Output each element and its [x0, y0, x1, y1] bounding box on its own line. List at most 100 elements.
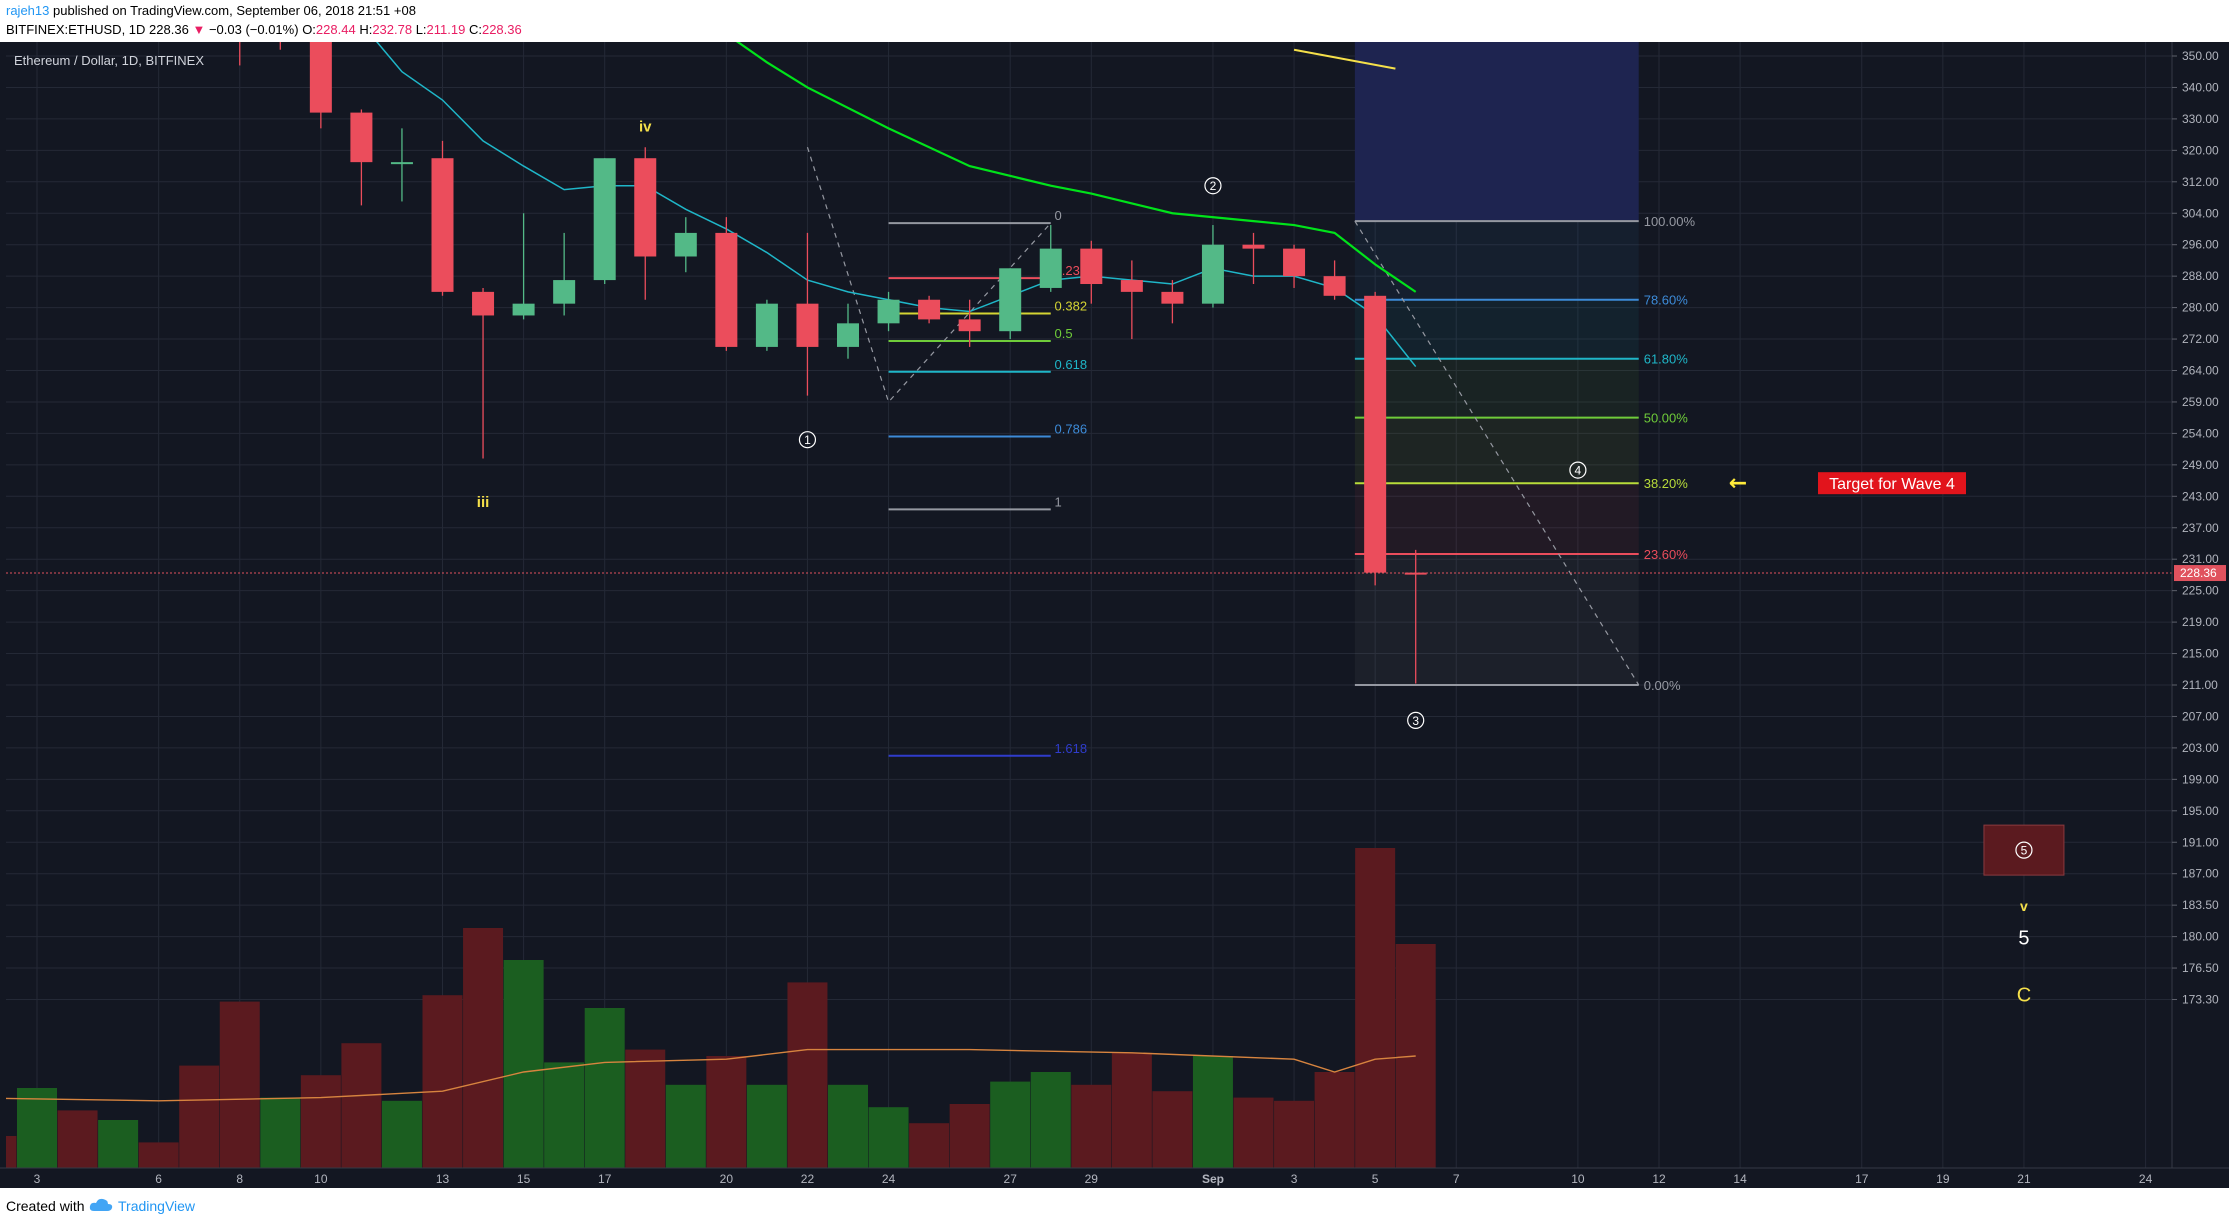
volume-bar: [1152, 1091, 1193, 1168]
volume-bar: [98, 1120, 139, 1168]
tradingview-cloud-icon[interactable]: [88, 1196, 114, 1214]
wave-label: 3: [1412, 714, 1419, 728]
volume-bar: [1233, 1097, 1274, 1168]
last-price: 228.36: [149, 22, 189, 37]
fib-level-label: 0.236: [1055, 263, 1088, 278]
symbol-name: BITFINEX:ETHUSD, 1D: [6, 22, 146, 37]
fib-right-label: 23.60%: [1644, 547, 1689, 562]
candle-body: [309, 42, 332, 113]
y-axis-label: 195.00: [2182, 804, 2219, 818]
publish-info: published on TradingView.com, September …: [53, 3, 416, 18]
wave-label-circle: [1407, 711, 1425, 729]
candle-body: [715, 232, 738, 347]
y-axis-label: 191.00: [2182, 835, 2219, 849]
ohlc-open-label: O:: [302, 22, 316, 37]
candle-body: [1120, 280, 1143, 292]
y-axis-label: 312.00: [2182, 175, 2219, 189]
target-label: Target for Wave 4: [1829, 476, 1955, 493]
volume-bar: [138, 1142, 179, 1168]
volume-bar: [787, 982, 828, 1168]
tradingview-link[interactable]: TradingView: [118, 1198, 196, 1214]
volume-bar: [57, 1110, 98, 1168]
volume-bar: [422, 995, 463, 1168]
fib-zone-band: [1354, 417, 1639, 484]
volume-bar: [341, 1043, 382, 1168]
y-axis-label: 243.00: [2182, 489, 2219, 503]
y-axis-label: 340.00: [2182, 80, 2219, 94]
volume-bar: [17, 1088, 57, 1168]
x-axis-label: 13: [436, 1172, 450, 1186]
candle-body: [350, 112, 373, 163]
volume-bar: [260, 1097, 301, 1168]
x-axis-label: 7: [1453, 1172, 1460, 1186]
chart-panel[interactable]: 0 0.236 0.382 0.5 0.618 0.786 1 1.618 100.00% 78.…: [0, 42, 2229, 1188]
candle-body: [512, 303, 535, 316]
symbol-line: BITFINEX:ETHUSD, 1D 228.36 ▼ −0.03 (−0.0…: [6, 22, 522, 37]
wave-label: 2: [1210, 179, 1217, 193]
fib-right-label: 0.00%: [1644, 678, 1681, 693]
candle-body: [390, 162, 413, 165]
volume-bar: [219, 1001, 260, 1168]
ohlc-close-label: C:: [468, 22, 482, 37]
volume-bar: [909, 1123, 950, 1168]
volume-bar: [544, 1062, 585, 1168]
x-axis-label: 24: [882, 1172, 896, 1186]
candle-body: [1080, 248, 1103, 285]
volume-bar: [1111, 1052, 1152, 1168]
wave-label: iii: [477, 494, 490, 511]
candle-body: [1323, 276, 1346, 296]
candle-body: [1404, 572, 1427, 575]
fib-right-label: 38.20%: [1644, 476, 1689, 491]
x-axis-label: 17: [598, 1172, 612, 1186]
volume-bar: [300, 1075, 341, 1168]
y-axis-label: 304.00: [2182, 206, 2219, 220]
candle-body: [674, 232, 697, 257]
x-axis-label: 22: [801, 1172, 815, 1186]
y-axis-label: 259.00: [2182, 395, 2219, 409]
ohlc-open: 228.44: [315, 22, 356, 37]
y-axis-label: 199.00: [2182, 772, 2219, 786]
y-axis-label: 296.00: [2182, 238, 2219, 252]
target-label-bg: [1818, 472, 1966, 495]
y-axis-label: 215.00: [2182, 647, 2219, 661]
volume-bar: [463, 928, 504, 1168]
wave-label-circle: [1204, 177, 1222, 195]
x-axis-label: 17: [1855, 1172, 1869, 1186]
candle-body: [1364, 295, 1387, 573]
x-axis-label: 10: [314, 1172, 328, 1186]
candle-body: [1201, 244, 1224, 304]
x-axis-label: 10: [1571, 1172, 1585, 1186]
ohlc-close: 228.36: [481, 22, 522, 37]
fib-right-label: 100.00%: [1644, 214, 1696, 229]
plot-area: 0 0.236 0.382 0.5 0.618 0.786 1 1.618 100.00% 78.…: [6, 42, 2172, 1168]
candle-body: [958, 319, 981, 332]
wave-label: 1: [804, 433, 811, 447]
wave-label: 4: [1575, 464, 1582, 478]
y-axis-label: 180.00: [2182, 930, 2219, 944]
volume-bar: [625, 1049, 666, 1168]
chart-title: Ethereum / Dollar, 1D, BITFINEX: [14, 53, 204, 68]
volume-bar: [179, 1065, 220, 1168]
wave-label-circle: [1569, 461, 1587, 479]
price-chart[interactable]: 00.2360.3820.50.6180.78611.618100.00%78.…: [0, 42, 2229, 1188]
fib-zone-band: [1354, 358, 1639, 418]
x-axis-label: 14: [1733, 1172, 1747, 1186]
volume-bar: [949, 1104, 990, 1168]
y-axis-label: 264.00: [2182, 364, 2219, 378]
candle-body: [553, 280, 576, 304]
x-axis-label: 29: [1085, 1172, 1099, 1186]
wave-big-5: 5: [2018, 928, 2029, 950]
y-axis-label: 254.00: [2182, 426, 2219, 440]
x-axis-label: 8: [236, 1172, 243, 1186]
y-axis-label: 231.00: [2182, 552, 2219, 566]
price-tag: 228.36: [2180, 566, 2217, 580]
volume-bar: [503, 960, 544, 1168]
y-axis-label: 207.00: [2182, 709, 2219, 723]
ohlc-high: 232.78: [372, 22, 413, 37]
wave-label: iv: [639, 118, 652, 135]
fib-zone-band: [1354, 299, 1639, 359]
candle-body: [837, 323, 859, 347]
ohlc-high-label: H:: [359, 22, 373, 37]
volume-bar: [1192, 1056, 1233, 1168]
author-link[interactable]: rajeh13: [6, 3, 50, 18]
